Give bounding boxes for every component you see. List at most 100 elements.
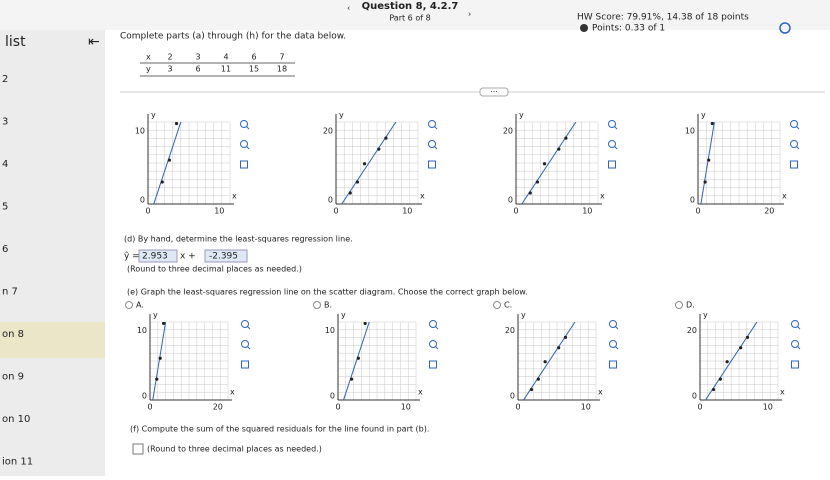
table-header: y [146,65,151,74]
x-min-label: 0 [147,403,152,412]
x-max-label: 10 [401,403,411,412]
regression-line [700,122,715,204]
radio[interactable] [675,301,683,309]
option-label: D. [686,301,695,310]
y-min-label: 0 [692,392,697,401]
prompt: Complete parts (a) through (h) for the d… [120,32,346,42]
sidebar-title: list [5,34,26,50]
part-f: (f) Compute the sum of the squared resid… [130,425,429,434]
sidebar-item[interactable]: ion 11 [2,457,33,468]
zoom-icon[interactable] [609,340,617,348]
sidebar [0,30,105,476]
collapse-icon[interactable]: ⇤ [88,34,100,50]
x-max-label: 10 [763,403,773,412]
zoom-icon[interactable] [429,340,437,348]
intercept-box[interactable] [204,249,248,263]
y-axis-name: y [701,111,706,120]
open-icon[interactable] [791,360,799,369]
data-point [739,346,743,350]
data-point [348,191,352,195]
x-max-label: 10 [402,207,412,216]
zoom-icon[interactable] [608,120,616,128]
y-max-label: 10 [137,326,147,335]
sidebar-item[interactable]: 2 [2,74,8,85]
zoom-icon[interactable] [241,320,249,328]
y-max-label: 20 [503,126,513,135]
x-plus: x + [180,252,196,262]
data-point [189,93,192,96]
data-point [721,71,724,74]
sidebar-item[interactable]: 4 [2,159,8,170]
answer-box[interactable] [132,443,144,455]
x-max-label: 10 [581,403,591,412]
zoom-handle [247,346,251,350]
question-title: Question 8, 4.2.7 [362,1,459,12]
regression-line [152,322,167,400]
option-label: A. [136,301,144,310]
data-point [542,162,547,166]
data-point [356,356,360,360]
open-icon[interactable] [429,360,437,369]
y-axis-name: y [151,111,156,120]
sidebar-item[interactable]: on 10 [2,414,30,425]
zoom-icon[interactable] [428,140,436,148]
sidebar-item[interactable]: on 8 [2,329,24,340]
zoom-handle [614,126,618,130]
table-cell: 6 [251,53,256,62]
part-label: Part 6 of 8 [389,14,430,23]
zoom-icon[interactable] [791,320,799,328]
zoom-handle [246,126,250,130]
zoom-icon[interactable] [241,340,249,348]
part-e: (e) Graph the least-squares regression l… [127,288,528,297]
next-arrow[interactable]: › [468,10,471,19]
data-point [725,360,729,364]
zoom-icon[interactable] [429,320,437,328]
zoom-handle [434,146,438,150]
zoom-icon[interactable] [428,120,436,128]
zoom-icon[interactable] [609,320,617,328]
sidebar-item[interactable]: n 7 [2,287,18,298]
prev-arrow[interactable]: ‹ [347,4,350,13]
open-icon[interactable] [609,360,617,369]
radio[interactable] [313,301,321,309]
table-header: x [146,53,151,62]
more-button[interactable] [479,87,509,97]
open-icon[interactable] [790,160,798,169]
open-icon[interactable] [428,160,436,169]
zoom-icon[interactable] [790,120,798,128]
data-point [384,136,388,140]
slope-box[interactable] [138,249,178,263]
x-min-label: 0 [145,207,150,216]
zoom-handle [434,126,438,130]
zoom-handle [796,126,800,130]
data-point [167,158,171,162]
data-point [355,180,359,184]
sidebar-item[interactable]: 5 [2,202,8,213]
zoom-icon[interactable] [608,140,616,148]
open-icon[interactable] [241,360,249,369]
zoom-icon[interactable] [240,140,248,148]
data-point [158,356,162,360]
x-axis-name: x [232,192,237,201]
sidebar-item[interactable]: on 9 [2,372,24,383]
radio[interactable] [125,301,133,309]
settings-icon[interactable] [779,22,791,34]
zoom-handle [435,346,439,350]
x-axis-name: x [598,388,603,397]
y-min-label: 0 [142,392,147,401]
data-point [536,377,540,381]
data-point [160,180,164,184]
data-point [745,335,750,339]
radio[interactable] [493,301,501,309]
zoom-handle [797,346,801,350]
open-icon[interactable] [608,160,616,169]
data-point [528,191,532,195]
zoom-icon[interactable] [790,140,798,148]
open-icon[interactable] [240,160,248,169]
y-axis-name: y [521,311,526,320]
zoom-icon[interactable] [240,120,248,128]
sidebar-item[interactable]: 3 [2,117,8,128]
sidebar-item[interactable]: 6 [2,244,8,255]
zoom-icon[interactable] [791,340,799,348]
